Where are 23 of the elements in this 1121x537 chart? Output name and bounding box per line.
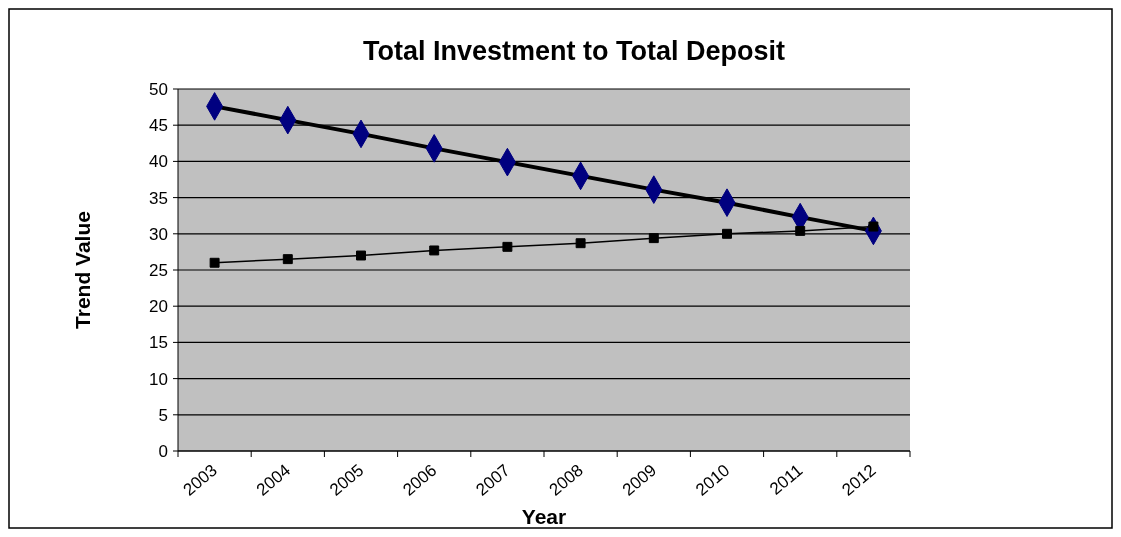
point xyxy=(648,233,659,244)
x-axis-title: Year xyxy=(521,505,567,528)
y-tick-label: 15 xyxy=(149,333,168,353)
point xyxy=(795,225,806,236)
point xyxy=(502,241,513,252)
y-tick-label: 40 xyxy=(149,152,168,172)
point xyxy=(575,238,586,249)
y-tick-label: 20 xyxy=(149,297,168,317)
y-tick-label: 5 xyxy=(158,405,168,425)
y-axis-title: Trend Value xyxy=(71,211,94,329)
y-tick-label: 0 xyxy=(158,441,168,461)
y-tick-label: 10 xyxy=(149,369,168,389)
y-tick-label: 30 xyxy=(149,224,168,244)
y-tick-label: 50 xyxy=(149,79,168,99)
point xyxy=(429,245,440,256)
point xyxy=(282,254,293,265)
y-tick-label: 25 xyxy=(149,260,168,280)
y-tick-label: 35 xyxy=(149,188,168,208)
point xyxy=(209,257,220,268)
point xyxy=(722,228,732,239)
y-tick-label: 45 xyxy=(149,116,168,136)
point xyxy=(356,250,366,261)
chart-title: Total Investment to Total Deposit xyxy=(362,36,786,66)
